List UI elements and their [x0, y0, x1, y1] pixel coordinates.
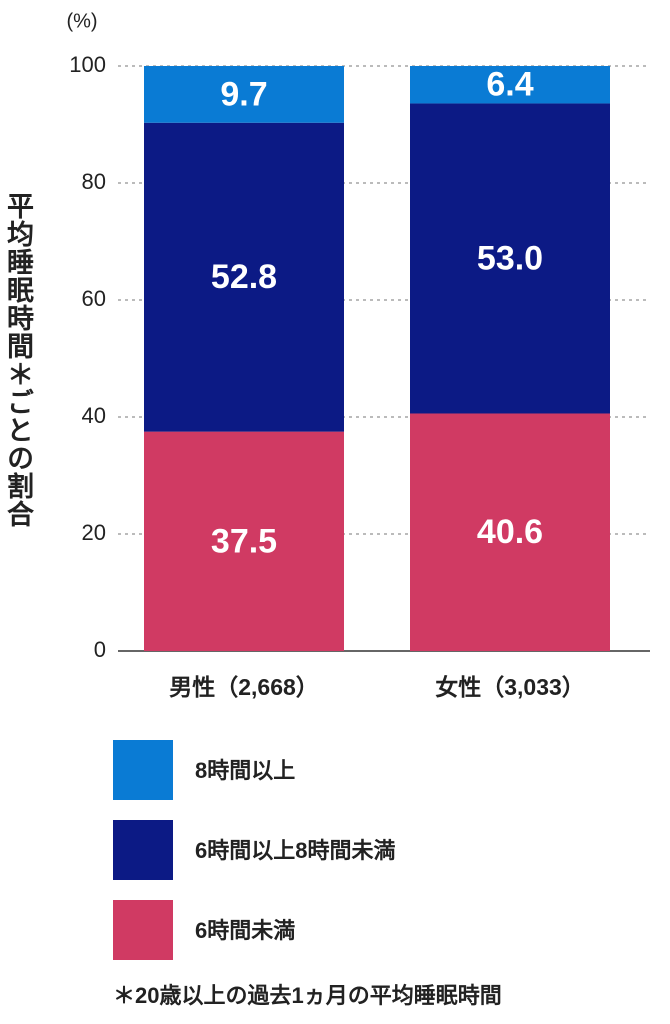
- y-unit: (%): [66, 10, 97, 32]
- bar-segment: [144, 122, 344, 432]
- legend-label: 6時間未満: [195, 918, 295, 943]
- bar-segment: [144, 66, 344, 123]
- y-tick-label: 100: [69, 52, 106, 77]
- y-tick-label: 60: [82, 286, 106, 311]
- bar-segment: [410, 413, 610, 651]
- legend-swatch: [113, 740, 173, 800]
- y-tick-label: 80: [82, 169, 106, 194]
- y-tick-label: 40: [82, 403, 106, 428]
- bar-segment: [144, 431, 344, 651]
- legend-label: 8時間以上: [195, 758, 295, 783]
- bar-segment: [410, 103, 610, 414]
- y-tick-label: 20: [82, 520, 106, 545]
- footnote: ＊20歳以上の過去1ヵ月の平均睡眠時間: [113, 983, 502, 1008]
- value-label: 6.4: [486, 66, 533, 104]
- y-axis-label: 平均睡眠時間＊ごとの割合: [3, 192, 33, 528]
- value-label: 53.0: [477, 239, 543, 277]
- value-label: 52.8: [211, 258, 277, 296]
- legend-swatch: [113, 820, 173, 880]
- x-tick-label: 女性（3,033）: [435, 674, 585, 700]
- value-label: 40.6: [477, 513, 543, 551]
- value-label: 37.5: [211, 522, 277, 560]
- legend-swatch: [113, 900, 173, 960]
- bar-segment: [410, 66, 610, 104]
- x-tick-label: 男性（2,668）: [169, 674, 319, 700]
- legend-label: 6時間以上8時間未満: [195, 838, 395, 863]
- value-label: 9.7: [220, 75, 267, 113]
- y-tick-label: 0: [94, 637, 106, 662]
